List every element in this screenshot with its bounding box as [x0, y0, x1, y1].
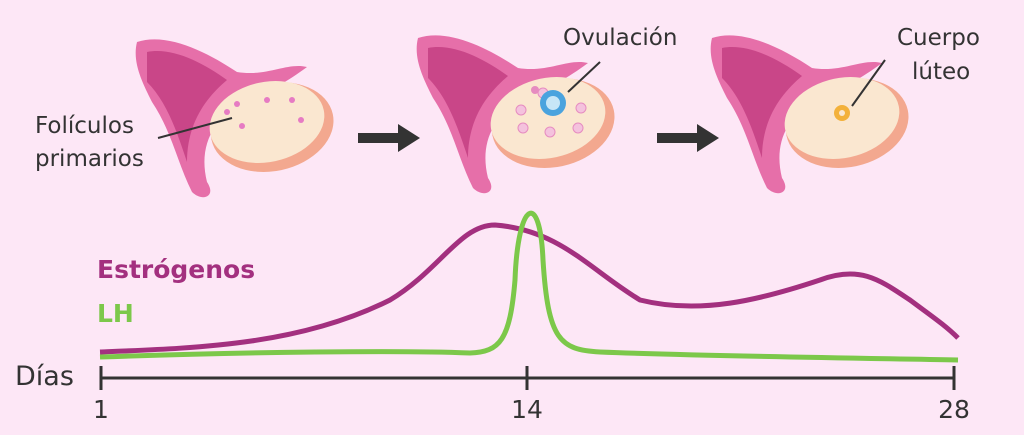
tick-label: 1: [93, 395, 109, 424]
tick-label: 14: [511, 395, 543, 424]
axis-ticks: 1 14 28: [93, 366, 970, 424]
pointers: [157, 59, 886, 139]
legend-estrogen: Estrógenos: [97, 255, 255, 284]
hormone-curves: [99, 210, 960, 363]
legend-lh: LH: [97, 299, 134, 328]
stage-label: Ovulación: [563, 25, 677, 51]
ovary-3: [710, 35, 917, 194]
arrows: [358, 124, 719, 152]
ovary-2: [416, 35, 623, 194]
tick-label: 28: [938, 395, 970, 424]
stage-label: lúteo: [912, 59, 970, 85]
hormone-curve: [99, 222, 960, 355]
stage-label: Cuerpo: [897, 25, 980, 51]
hormone-curve: [99, 210, 959, 363]
ovary-1: [135, 39, 342, 198]
axis-label: Días: [15, 361, 74, 392]
stage-label: primarios: [35, 146, 144, 172]
stage-label: Folículos: [35, 113, 134, 139]
